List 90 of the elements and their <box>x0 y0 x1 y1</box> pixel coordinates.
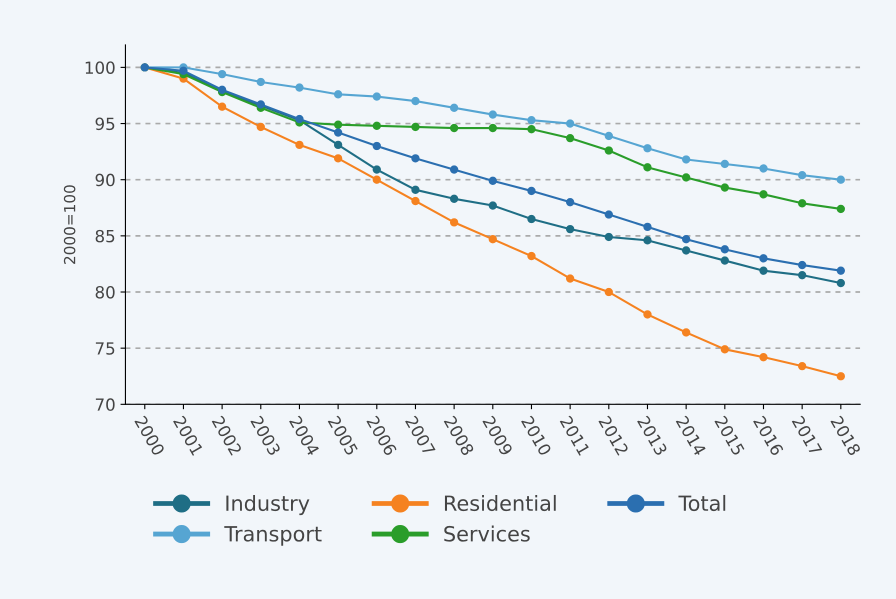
point <box>836 372 845 380</box>
point <box>179 66 188 75</box>
point <box>643 144 652 152</box>
point <box>488 124 497 132</box>
point <box>256 78 265 86</box>
point <box>836 278 845 288</box>
y-tick-label: 70 <box>96 398 115 411</box>
point <box>488 235 497 244</box>
point <box>798 271 806 280</box>
point <box>411 186 420 194</box>
y-tick-label: 75 <box>96 342 114 355</box>
y-tick-label: 90 <box>96 174 115 186</box>
point <box>798 362 806 370</box>
point <box>682 246 690 255</box>
point <box>334 128 342 137</box>
point <box>836 176 845 184</box>
point <box>604 132 613 140</box>
point <box>604 288 613 296</box>
point <box>527 214 536 224</box>
point <box>372 92 381 101</box>
point <box>488 201 497 210</box>
legend-label: Total <box>678 494 726 512</box>
point <box>720 245 729 254</box>
point <box>566 224 574 234</box>
point <box>720 160 729 168</box>
point <box>643 163 652 172</box>
point <box>256 122 265 132</box>
point <box>798 199 806 208</box>
point <box>798 171 806 180</box>
point <box>218 102 226 111</box>
point <box>450 218 458 227</box>
point <box>682 328 690 337</box>
point <box>798 260 806 270</box>
point <box>295 140 304 150</box>
point <box>720 256 729 265</box>
point <box>372 165 381 174</box>
point <box>411 122 420 132</box>
legend-label: Services <box>444 526 530 542</box>
point <box>334 90 342 99</box>
point <box>759 254 768 262</box>
point <box>488 176 497 185</box>
point <box>334 140 342 150</box>
point <box>643 236 652 245</box>
point <box>372 176 381 184</box>
y-axis-title: 2000=100 <box>64 185 76 264</box>
point <box>566 198 574 206</box>
point <box>604 232 613 242</box>
point <box>488 110 497 119</box>
point <box>527 124 536 134</box>
point <box>295 83 304 92</box>
point <box>759 352 768 362</box>
point <box>334 154 342 163</box>
point <box>682 155 690 164</box>
point <box>527 116 536 124</box>
legend-label: Transport <box>224 526 322 546</box>
point <box>643 222 652 232</box>
point <box>566 119 574 128</box>
point <box>411 196 420 206</box>
point <box>836 266 845 275</box>
point <box>720 183 729 192</box>
point <box>604 210 613 219</box>
legend-label: Industry <box>226 494 310 516</box>
point <box>372 142 381 150</box>
point <box>450 104 458 112</box>
point <box>450 124 458 132</box>
point <box>411 96 420 106</box>
point <box>836 204 845 214</box>
legend-label: Residential <box>444 494 556 512</box>
point <box>334 120 342 129</box>
point <box>527 186 536 196</box>
point <box>604 146 613 155</box>
point <box>759 164 768 173</box>
point <box>218 70 226 78</box>
point <box>450 165 458 174</box>
y-tick-label: 85 <box>96 230 114 242</box>
y-tick-label: 80 <box>96 286 115 299</box>
point <box>450 194 458 203</box>
point <box>566 274 574 283</box>
y-tick-label: 100 <box>86 61 115 74</box>
point <box>411 154 420 163</box>
point <box>682 173 690 182</box>
point <box>566 134 574 142</box>
point <box>759 266 768 275</box>
point <box>372 122 381 130</box>
point <box>527 252 536 260</box>
y-tick-label: 95 <box>96 118 114 130</box>
point <box>682 235 690 244</box>
point <box>643 310 652 319</box>
point <box>720 345 729 354</box>
point <box>759 190 768 198</box>
